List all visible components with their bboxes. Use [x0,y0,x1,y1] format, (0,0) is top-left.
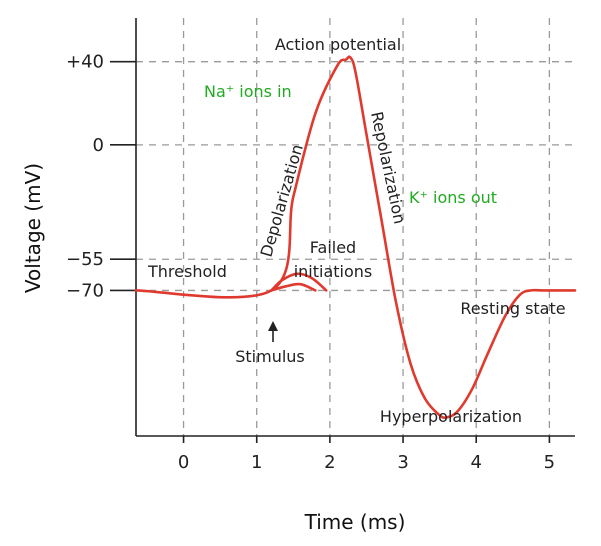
x-tick-label: 3 [397,452,408,473]
x-axis-title: Time (ms) [304,510,406,534]
na-ions-label: Na⁺ ions in [204,82,292,101]
threshold-label: Threshold [147,262,227,281]
hyperpolarization-label: Hyperpolarization [380,407,522,426]
y-tick-label: +40 [66,52,104,73]
y-tick-label: 0 [93,135,104,156]
k-ions-label: K⁺ ions out [409,188,497,207]
failed-initiation-curve [270,272,328,292]
voltage-curves [134,55,577,420]
grid-lines [136,18,575,436]
x-tick-label: 4 [470,452,481,473]
y-tick-label: −55 [66,249,104,270]
action-potential-curve [134,55,577,420]
failed-initiations-label-line2: initiations [294,262,373,281]
axis-ticks: 0 1 2 3 4 5 +40 0 −55 −70 [66,52,555,473]
x-tick-label: 0 [178,452,189,473]
y-tick-label: −70 [66,280,104,301]
y-axis-title: Voltage (mV) [21,163,45,293]
failed-initiation-curve [270,282,317,292]
resting-state-label: Resting state [460,299,565,318]
failed-initiations-label-line1: Failed [310,238,356,257]
x-tick-label: 1 [251,452,262,473]
depolarization-label: Depolarization [257,142,307,259]
stimulus-arrow [268,321,278,342]
axes [135,18,575,437]
x-tick-label: 2 [324,452,335,473]
chart-title: Action potential [275,35,401,54]
stimulus-label: Stimulus [235,347,305,366]
x-tick-label: 5 [544,452,555,473]
